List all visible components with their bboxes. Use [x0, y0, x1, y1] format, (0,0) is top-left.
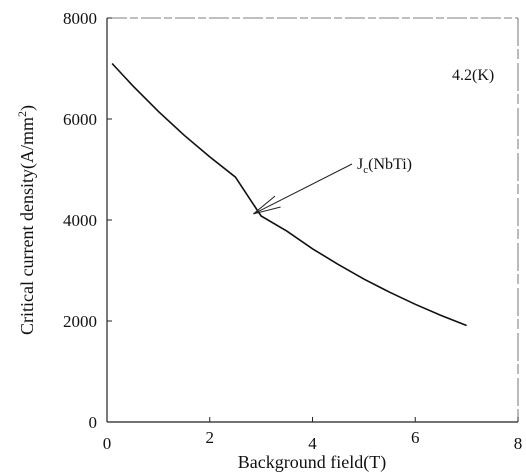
- y-tick-label: 8000: [63, 9, 97, 28]
- temperature-annotation: 4.2(K): [452, 67, 494, 84]
- y-tick-labels: 0 2000 4000 6000 8000: [63, 9, 112, 432]
- y-tick-label: 4000: [63, 211, 97, 230]
- curve-label-subscript: c: [363, 164, 368, 176]
- y-axis-label-superscript: 2: [15, 111, 29, 117]
- y-axis-label-close: ): [17, 105, 38, 111]
- y-tick-label: 6000: [63, 110, 97, 129]
- curve-label-main: J: [357, 156, 363, 173]
- curve-label: Jc(NbTi): [357, 156, 412, 176]
- curve-label-arrowhead: [253, 195, 281, 215]
- x-tick-label: 8: [514, 434, 523, 453]
- x-tick-label: 6: [411, 428, 420, 447]
- y-axis-label: Critical current density(A/mm2): [15, 105, 38, 335]
- curve-label-arrow: [253, 163, 353, 215]
- x-tick-labels: 0 2 4 6 8: [103, 417, 523, 453]
- x-tick-label: 0: [103, 434, 112, 453]
- series-layer: [111, 62, 467, 327]
- x-tick-label: 2: [206, 428, 215, 447]
- y-tick-label: 0: [89, 413, 98, 432]
- y-tick-label: 2000: [63, 312, 97, 331]
- curve-label-rest: (NbTi): [368, 156, 412, 173]
- x-tick-label: 4: [308, 434, 317, 453]
- x-axis-label: Background field(T): [238, 452, 386, 473]
- y-axis-label-main: Critical current density(A/mm: [17, 117, 38, 335]
- series-line-jc-nbti: [111, 62, 467, 327]
